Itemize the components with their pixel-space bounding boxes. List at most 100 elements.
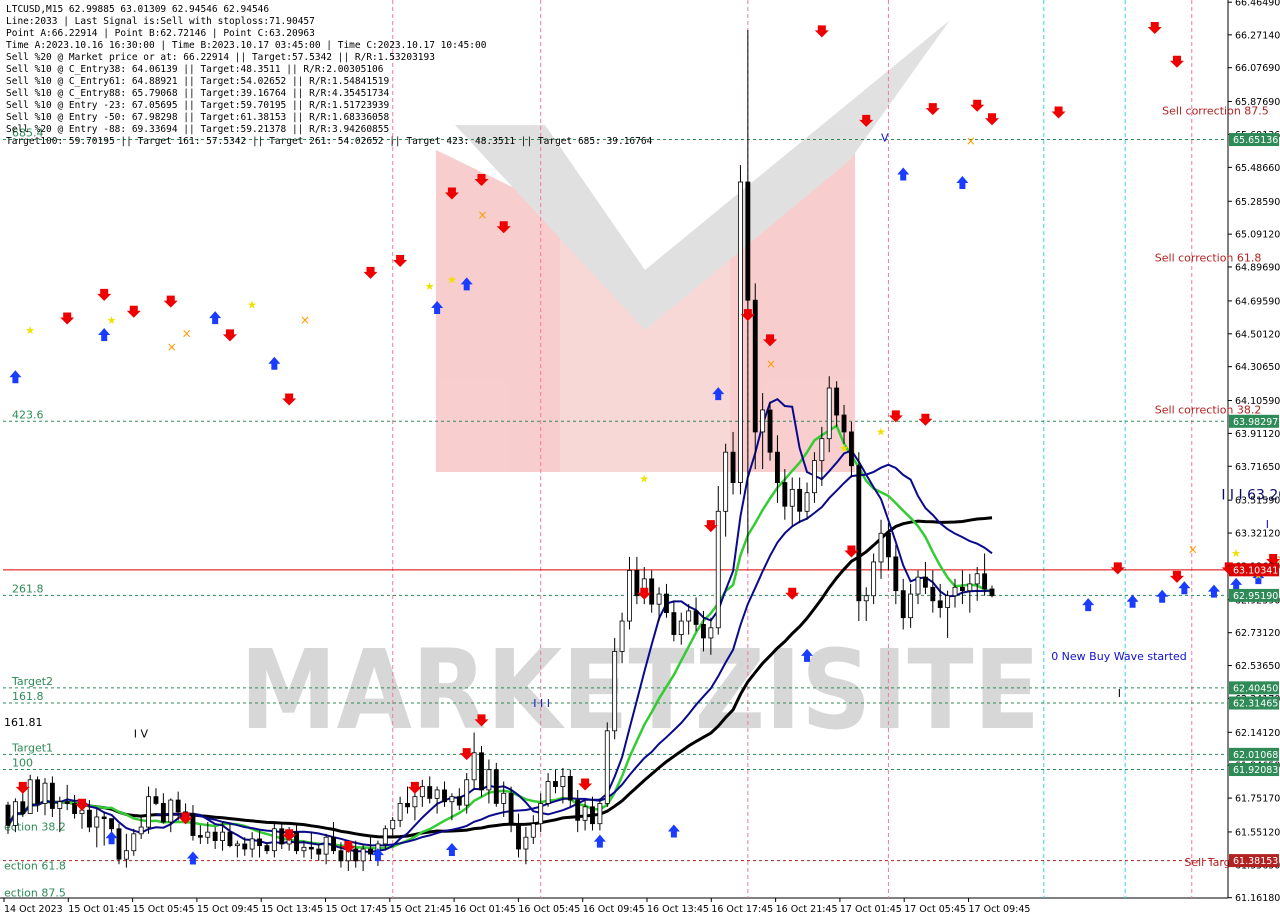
candle xyxy=(745,30,751,554)
candle xyxy=(649,570,655,613)
candle xyxy=(782,469,788,520)
candle-body xyxy=(5,804,11,826)
level-label-6: 100 xyxy=(12,757,33,770)
candle xyxy=(419,779,425,807)
candle xyxy=(57,796,63,833)
candle xyxy=(797,477,803,524)
candle xyxy=(338,842,344,868)
time-tick-label: 17 Oct 05:45 xyxy=(904,904,966,915)
candle xyxy=(952,578,958,608)
candle-body xyxy=(812,460,817,494)
candle-body xyxy=(301,846,307,852)
candle xyxy=(5,801,11,834)
candle-body xyxy=(952,586,958,597)
price-tick-label: 66.46490 xyxy=(1235,0,1280,9)
candle-body xyxy=(885,532,891,558)
candle xyxy=(989,585,995,598)
candle-body xyxy=(597,803,603,825)
candle-body xyxy=(553,781,558,787)
price-tag-label: 62.31465 xyxy=(1233,699,1278,710)
candle-body xyxy=(160,803,166,823)
candle-body xyxy=(915,576,921,595)
candle-body xyxy=(656,593,662,605)
candle-body xyxy=(974,573,980,585)
candle xyxy=(72,794,78,819)
candle-body xyxy=(715,510,721,629)
annotation-8: V xyxy=(881,131,889,144)
candle xyxy=(101,811,107,846)
candle xyxy=(878,519,884,579)
candle-body xyxy=(249,838,255,850)
candle-body xyxy=(35,779,41,804)
candle-body xyxy=(789,488,795,507)
candle-body xyxy=(560,776,566,787)
candle-body xyxy=(486,769,492,791)
header-line-11: Target100: 59.70195 || Target 161: 57.53… xyxy=(6,136,653,147)
moving-average-fast xyxy=(7,398,993,854)
price-tag-bg xyxy=(1229,414,1279,428)
candle xyxy=(871,553,877,605)
price-tag-bg xyxy=(1229,681,1279,695)
sell-arrow-icon xyxy=(814,25,829,38)
price-tag-bg xyxy=(1229,747,1279,761)
candle xyxy=(634,556,640,605)
candle-body xyxy=(419,786,425,798)
sell-arrow-icon xyxy=(1169,55,1184,68)
annotation-0: Sell correction 87.5 xyxy=(1162,104,1269,117)
candle-body xyxy=(212,831,218,841)
price-tag-label: 61.92083 xyxy=(1233,765,1278,776)
candle-body xyxy=(138,826,144,835)
signal-cross-icon: × xyxy=(1277,553,1280,567)
buy-arrow-icon xyxy=(1126,594,1139,608)
price-tag-bg xyxy=(1229,588,1279,602)
candle xyxy=(937,583,943,618)
candle-body xyxy=(959,586,965,592)
candle-body xyxy=(405,803,410,808)
candle-body xyxy=(775,451,780,483)
candle xyxy=(523,827,529,865)
candle-body xyxy=(752,299,758,433)
candle xyxy=(915,570,921,605)
candle-body xyxy=(989,588,995,597)
candle-body xyxy=(72,803,78,814)
header-info: LTCUSD,M15 62.99885 63.01309 62.94546 62… xyxy=(6,4,653,147)
signal-star-icon: ★ xyxy=(876,425,886,438)
candle-body xyxy=(227,831,233,847)
candle-body xyxy=(397,803,403,821)
time-tick-label: 16 Oct 21:45 xyxy=(776,904,838,915)
sell-arrow-icon xyxy=(1051,106,1066,119)
price-tick-label: 63.32120 xyxy=(1235,529,1280,540)
candle xyxy=(197,825,203,844)
candle xyxy=(360,843,366,871)
sell-arrow-icon xyxy=(393,255,408,268)
time-tick-label: 15 Oct 05:45 xyxy=(133,904,195,915)
candle xyxy=(471,732,477,790)
candle-body xyxy=(582,806,588,821)
logo-swoosh xyxy=(455,20,950,330)
sell-arrow-icon xyxy=(888,410,903,423)
candle xyxy=(804,482,810,520)
price-tag-bg xyxy=(1229,563,1279,577)
level-label-0: 685.4 xyxy=(12,127,44,140)
signal-cross-icon: × xyxy=(167,340,177,354)
signal-star-icon: ★ xyxy=(25,324,35,337)
candle-body xyxy=(686,610,692,622)
candle-body xyxy=(109,818,115,830)
candle xyxy=(271,822,277,858)
price-tick-label: 64.10590 xyxy=(1235,396,1280,407)
candle-body xyxy=(871,561,877,597)
sell-arrow-icon xyxy=(740,309,755,322)
candle-body xyxy=(856,465,862,602)
sell-arrow-icon xyxy=(282,393,297,406)
candle-body xyxy=(493,769,499,804)
candle xyxy=(257,830,262,858)
candle xyxy=(323,833,329,865)
candle xyxy=(434,786,440,814)
header-line-1: Line:2033 | Last Signal is:Sell with sto… xyxy=(6,16,315,27)
candle xyxy=(138,816,144,839)
candle xyxy=(249,832,255,858)
candle-body xyxy=(967,583,973,592)
buy-arrow-icon xyxy=(956,176,969,189)
level-label-5: Target1 xyxy=(11,741,53,754)
